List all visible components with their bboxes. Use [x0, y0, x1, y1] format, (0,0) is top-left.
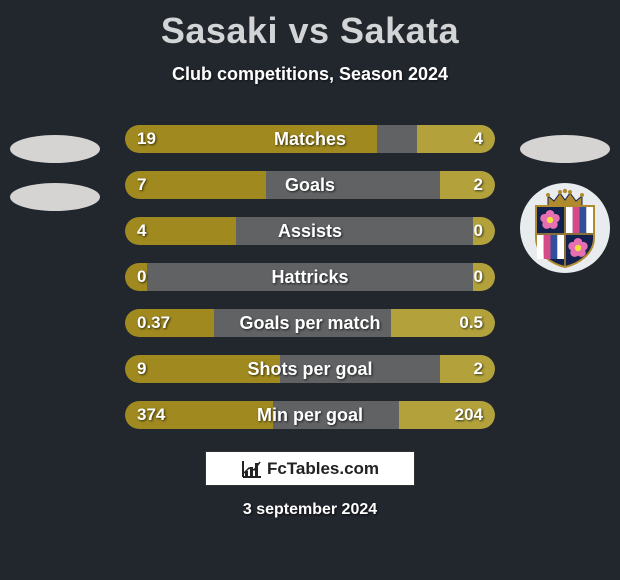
- chart-icon: [241, 459, 263, 479]
- stat-value-right: 4: [474, 125, 483, 153]
- bar-fill-left: [125, 355, 280, 383]
- stat-value-right: 204: [455, 401, 483, 429]
- player-left-name: Sasaki: [161, 10, 278, 51]
- stat-bar-row: 194Matches: [125, 125, 495, 153]
- bar-fill-right: [440, 355, 496, 383]
- stat-bar-row: 72Goals: [125, 171, 495, 199]
- footer-attribution: FcTables.com: [205, 451, 415, 486]
- comparison-infographic: Sasaki vs Sakata Club competitions, Seas…: [0, 0, 620, 580]
- stat-value-left: 4: [137, 217, 146, 245]
- footer-site: FcTables.com: [267, 459, 379, 479]
- subtitle: Club competitions, Season 2024: [172, 64, 448, 85]
- stat-bar-row: 92Shots per goal: [125, 355, 495, 383]
- stat-bar-row: 0.370.5Goals per match: [125, 309, 495, 337]
- stat-value-right: 2: [474, 355, 483, 383]
- stat-value-right: 2: [474, 171, 483, 199]
- stat-value-right: 0: [474, 263, 483, 291]
- bar-fill-right: [417, 125, 495, 153]
- stat-value-right: 0: [474, 217, 483, 245]
- stat-value-left: 7: [137, 171, 146, 199]
- stat-value-left: 19: [137, 125, 156, 153]
- date: 3 september 2024: [243, 501, 377, 519]
- team-badge-right: [520, 183, 610, 273]
- player-right-name: Sakata: [340, 10, 459, 51]
- page-title: Sasaki vs Sakata: [161, 10, 459, 52]
- player-avatar-placeholder: [10, 135, 100, 163]
- stat-value-left: 0: [137, 263, 146, 291]
- player-avatar-placeholder: [520, 135, 610, 163]
- avatars-left: [5, 125, 105, 211]
- bar-background: [125, 263, 495, 291]
- stat-value-left: 374: [137, 401, 165, 429]
- stat-value-right: 0.5: [459, 309, 483, 337]
- stats-area: 194Matches72Goals40Assists00Hattricks0.3…: [0, 125, 620, 429]
- vs-text: vs: [288, 10, 329, 51]
- stat-bar-row: 374204Min per goal: [125, 401, 495, 429]
- avatars-right: [515, 125, 615, 273]
- stat-bar-row: 40Assists: [125, 217, 495, 245]
- team-badge-placeholder-left: [10, 183, 100, 211]
- club-crest-icon: [528, 188, 602, 268]
- stat-bar-row: 00Hattricks: [125, 263, 495, 291]
- stat-value-left: 9: [137, 355, 146, 383]
- bar-fill-left: [125, 125, 377, 153]
- bar-fill-right: [440, 171, 496, 199]
- stat-bars: 194Matches72Goals40Assists00Hattricks0.3…: [125, 125, 495, 429]
- stat-value-left: 0.37: [137, 309, 170, 337]
